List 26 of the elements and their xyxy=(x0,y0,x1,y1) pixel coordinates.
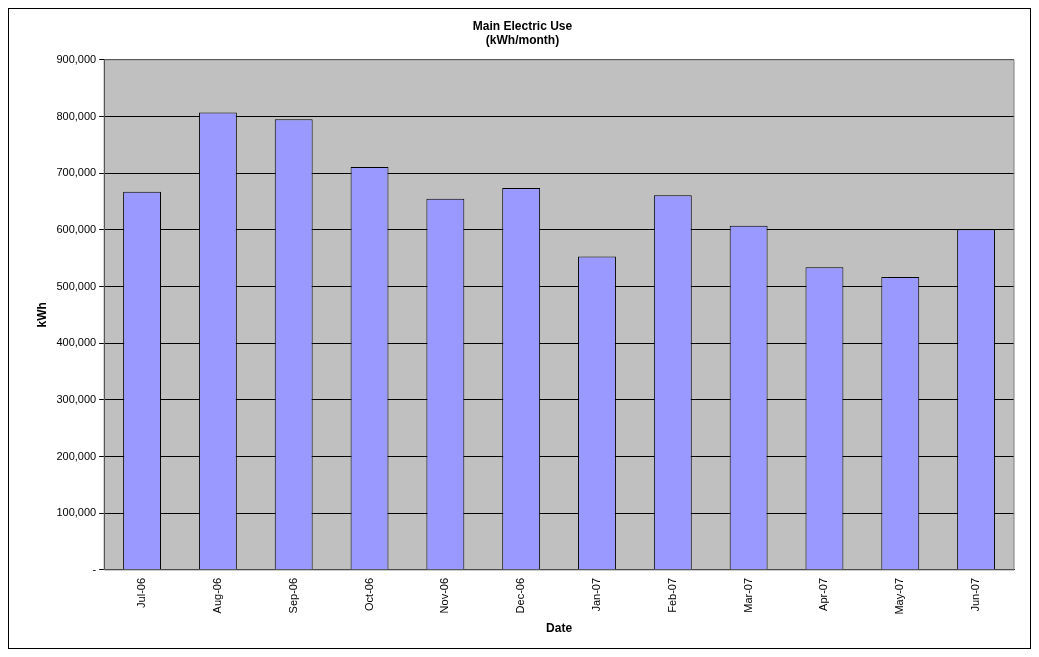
y-axis-title: kWh xyxy=(34,302,49,328)
y-tick-label: 700,000 xyxy=(56,166,97,179)
chart-subtitle: (kWh/month) xyxy=(485,32,560,47)
y-tick-label: 400,000 xyxy=(56,336,97,349)
x-tick-label: Mar-07 xyxy=(741,577,754,613)
y-tick-label: 800,000 xyxy=(56,109,97,122)
chart-title: Main Electric Use xyxy=(472,18,573,33)
x-tick-label: Jun-07 xyxy=(969,577,982,612)
y-tick-label: 900,000 xyxy=(56,52,97,65)
y-tick-label: 500,000 xyxy=(56,279,97,292)
y-tick-label: 300,000 xyxy=(56,392,97,405)
y-tick-label: 600,000 xyxy=(56,222,97,235)
x-tick-label: Dec-06 xyxy=(514,577,527,614)
x-tick-label: Sep-06 xyxy=(286,577,299,614)
x-tick-label: Apr-07 xyxy=(817,577,830,611)
y-tick-label: 100,000 xyxy=(56,506,97,519)
x-axis-title: Date xyxy=(546,621,573,636)
x-tick-label: Nov-06 xyxy=(438,577,451,614)
x-tick-label: Jan-07 xyxy=(590,577,603,612)
x-tick-label: May-07 xyxy=(893,577,906,615)
y-tick-label: - xyxy=(92,562,97,575)
x-tick-label: Oct-06 xyxy=(362,577,375,611)
x-tick-label: Jul-06 xyxy=(135,577,148,608)
x-tick-label: Feb-07 xyxy=(665,577,678,613)
x-tick-label: Aug-06 xyxy=(210,577,223,614)
y-tick-label: 200,000 xyxy=(56,449,97,462)
